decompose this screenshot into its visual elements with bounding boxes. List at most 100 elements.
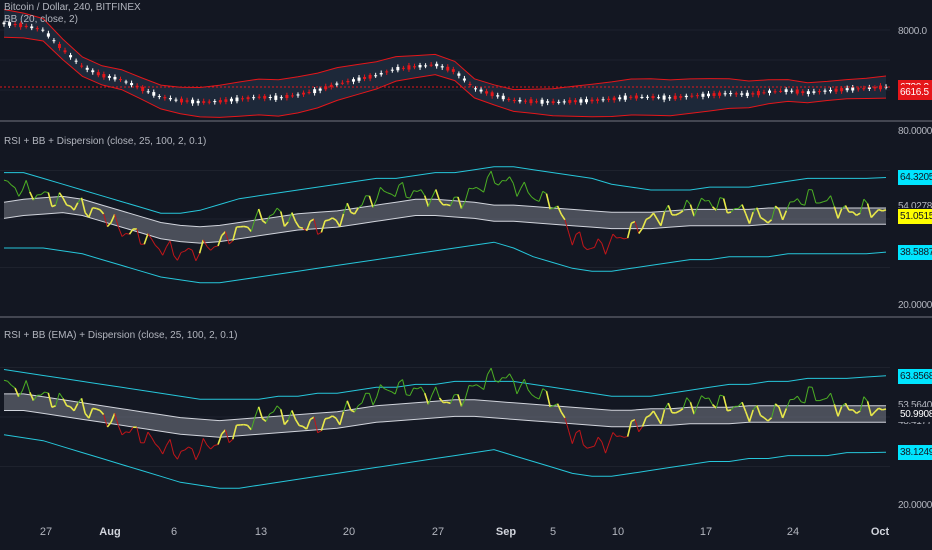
rsi-segment: [125, 431, 130, 434]
rsi-segment: [701, 197, 706, 202]
pane-divider[interactable]: [0, 120, 932, 122]
x-tick-label: 6: [170, 526, 178, 538]
rsi-segment: [461, 398, 466, 407]
candle-body: [335, 83, 339, 85]
rsi-segment: [844, 402, 850, 411]
rsi-bb-plot[interactable]: [0, 122, 896, 316]
indicator-title[interactable]: BB (20, close, 2): [4, 14, 78, 25]
indicator-title[interactable]: RSI + BB + Dispersion (close, 25, 100, 2…: [4, 136, 207, 147]
rsi-bb-ema-plot[interactable]: [0, 318, 896, 516]
rsi-segment: [173, 255, 178, 261]
rsi-segment: [350, 211, 355, 215]
rsi-segment: [660, 211, 666, 226]
rsi-segment: [638, 227, 644, 234]
rsi-segment: [785, 399, 791, 409]
rsi-segment: [313, 417, 319, 433]
rsi-segment: [675, 212, 680, 216]
rsi-segment: [538, 388, 544, 400]
candle-body: [623, 95, 627, 100]
rsi-segment: [151, 238, 156, 246]
rsi-segment: [305, 418, 312, 430]
rsi-segment: [391, 391, 396, 395]
rsi-segment: [376, 187, 381, 200]
rsi-segment: [550, 405, 555, 408]
rsi-segment: [47, 192, 53, 207]
rsi-segment: [785, 201, 791, 211]
rsi-segment: [328, 217, 333, 221]
candle-body: [307, 92, 311, 94]
rsi-segment: [413, 387, 418, 390]
rsi-segment: [483, 177, 488, 193]
y-tick-label: 54.0278: [898, 201, 932, 212]
candle-body: [679, 96, 683, 98]
rsi-segment: [826, 195, 832, 201]
candle-body: [862, 88, 866, 90]
candle-body: [562, 101, 566, 103]
y-tick-label: 20.0000: [898, 500, 932, 511]
rsi-segment: [579, 429, 584, 445]
price-badge: 50.9908: [898, 407, 932, 423]
indicator-title[interactable]: RSI + BB (EMA) + Dispersion (close, 25, …: [4, 330, 238, 341]
y-tick-label: 53.5640: [898, 400, 932, 411]
candle-body: [224, 99, 228, 102]
rsi-segment: [246, 424, 252, 431]
rsi-segment: [80, 197, 86, 213]
rsi-bb-ema-axis[interactable]: 53.564048.417720.000063.856851.051550.99…: [896, 318, 932, 516]
price-badge: 51.0515: [898, 208, 932, 224]
candle-body: [801, 91, 805, 94]
rsi-segment: [523, 379, 529, 390]
price-axis[interactable]: 8000.06730.26616.5: [896, 0, 932, 120]
rsi-segment: [612, 432, 617, 437]
rsi-segment: [667, 205, 673, 216]
price-plot[interactable]: [0, 0, 896, 120]
rsi-segment: [631, 220, 636, 224]
rsi-segment: [483, 374, 488, 390]
rsi-segment: [291, 410, 297, 420]
rsi-segment: [730, 405, 736, 411]
candle-body: [468, 83, 472, 85]
rsi-segment: [590, 445, 595, 448]
rsi-segment: [586, 446, 591, 449]
rsi-segment: [283, 221, 289, 227]
price-pane[interactable]: Bitcoin / Dollar, 240, BITFINEX BB (20, …: [0, 0, 932, 120]
rsi-segment: [608, 432, 614, 443]
rsi-segment: [257, 208, 264, 221]
rsi-segment: [199, 438, 204, 453]
rsi-segment: [745, 411, 751, 422]
rsi-segment: [383, 388, 389, 391]
rsi-segment: [11, 184, 16, 189]
rsi-bb-ema-pane[interactable]: RSI + BB (EMA) + Dispersion (close, 25, …: [0, 318, 932, 516]
rsi-segment: [402, 182, 407, 198]
rsi-segment: [498, 377, 503, 383]
rsi-segment: [287, 212, 293, 223]
candle-body: [823, 90, 827, 92]
rsi-segment: [158, 447, 164, 455]
rsi-segment: [697, 197, 702, 208]
rsi-segment: [774, 403, 780, 408]
candle-body: [379, 73, 383, 75]
rsi-segment: [819, 398, 824, 402]
rsi-segment: [417, 386, 422, 390]
rsi-segment: [95, 207, 101, 211]
rsi-segment: [874, 407, 880, 413]
rsi-segment: [682, 397, 688, 409]
rsi-segment: [797, 198, 802, 205]
rsi-segment: [778, 406, 784, 419]
rsi-bb-axis[interactable]: 80.000054.027848.881420.000064.320551.45…: [896, 122, 932, 316]
time-axis[interactable]: 27 Aug 6 13 20 27 Sep 5 10 17 24 Oct: [0, 516, 932, 550]
symbol-title[interactable]: Bitcoin / Dollar, 240, BITFINEX: [4, 2, 141, 13]
candle-body: [318, 88, 322, 91]
rsi-bb-pane[interactable]: RSI + BB + Dispersion (close, 25, 100, 2…: [0, 122, 932, 316]
x-tick-label: 24: [786, 526, 800, 538]
candle-body: [424, 65, 428, 67]
pane-divider[interactable]: [0, 316, 932, 318]
rsi-segment: [110, 214, 116, 223]
candle-body: [57, 43, 61, 49]
candle-body: [845, 88, 849, 91]
dispersion-upper-line: [3, 195, 886, 228]
rsi-segment: [811, 189, 817, 204]
rsi-segment: [265, 413, 271, 422]
rsi-segment: [722, 198, 729, 214]
rsi-segment: [228, 240, 234, 245]
rsi-segment: [214, 444, 219, 446]
